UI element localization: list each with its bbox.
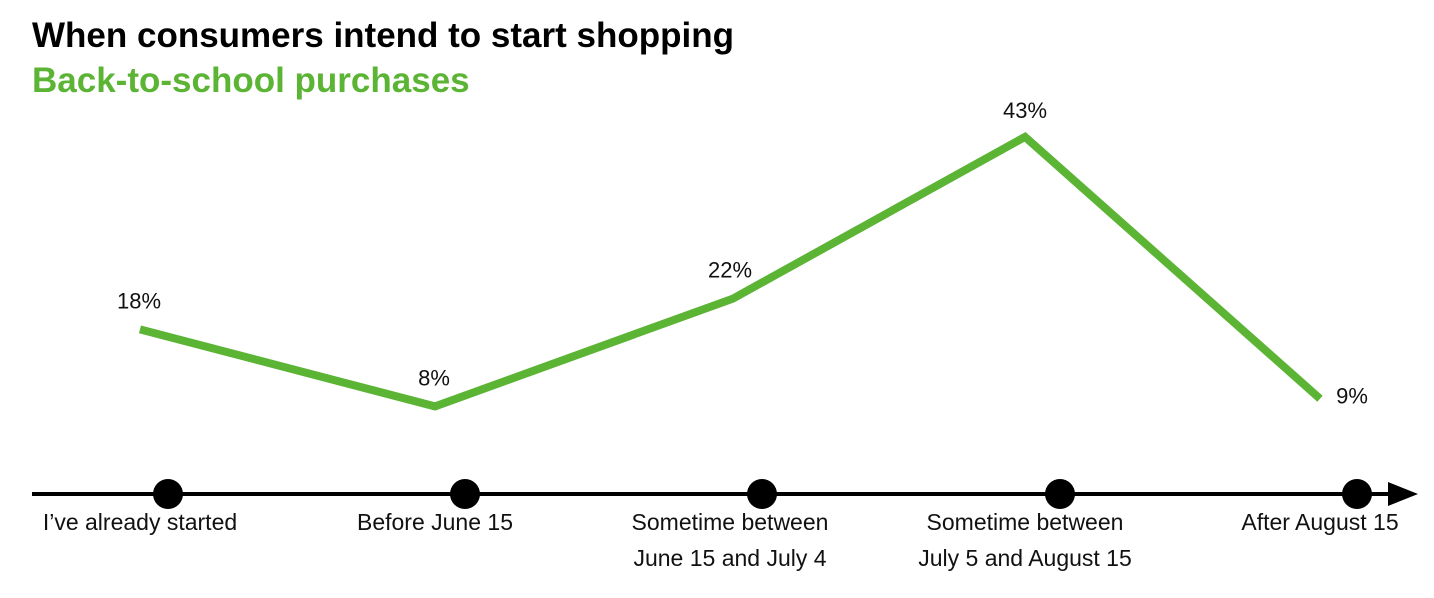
timeline-marker [450, 479, 480, 509]
chart-title: When consumers intend to start shopping [32, 16, 734, 55]
data-label: 22% [708, 258, 752, 283]
data-label: 9% [1336, 384, 1368, 409]
category-label: Sometime between [927, 509, 1124, 535]
series-line [138, 132, 1323, 411]
category-label-layer: I’ve already started Before June 15 Someti… [43, 509, 1399, 571]
category-label: Before June 15 [357, 509, 513, 535]
category-label: After August 15 [1241, 509, 1398, 535]
category-label: July 5 and August 15 [918, 545, 1132, 571]
data-label: 8% [418, 365, 450, 390]
category-label: I’ve already started [43, 509, 237, 535]
data-label: 18% [117, 288, 161, 313]
chart-subtitle: Back-to-school purchases [32, 61, 470, 100]
timeline-arrowhead [1388, 482, 1418, 506]
data-label: 43% [1003, 98, 1047, 123]
category-label: Sometime between [632, 509, 829, 535]
timeline-marker [747, 479, 777, 509]
series-line-layer [138, 132, 1323, 411]
timeline-marker [1342, 479, 1372, 509]
timeline-marker [1045, 479, 1075, 509]
timeline-axis [32, 479, 1418, 509]
timeline-marker [153, 479, 183, 509]
category-label: June 15 and July 4 [633, 545, 826, 571]
data-label-layer: 18% 8% 22% 43% 9% [117, 98, 1368, 409]
